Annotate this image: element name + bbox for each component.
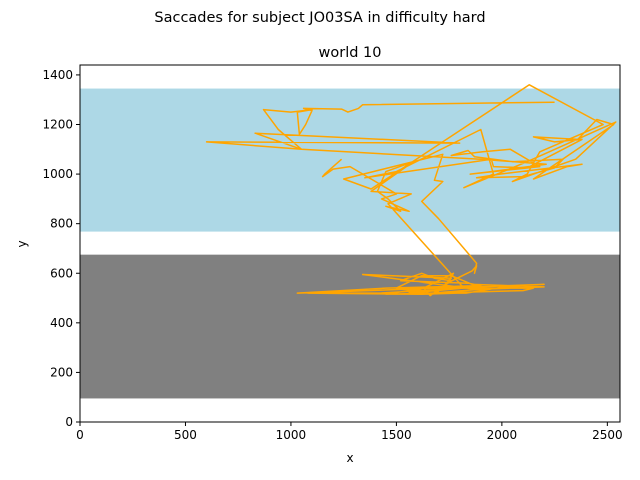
chart-title: world 10 — [319, 45, 382, 61]
region-bands — [80, 88, 620, 399]
x-axis-label: x — [346, 451, 353, 465]
saccade-path-0 — [205, 84, 617, 297]
y-tick-label: 200 — [50, 365, 73, 379]
axes-frame — [79, 64, 621, 423]
x-tick-label: 1500 — [381, 428, 412, 442]
x-axis-ticks: 0 500 1000 1500 2000 2500 — [76, 422, 623, 442]
y-tick-label: 600 — [50, 266, 73, 280]
x-tick-label: 0 — [76, 428, 84, 442]
y-tick-label: 800 — [50, 217, 73, 231]
x-tick-label: 1000 — [276, 428, 307, 442]
y-tick-label: 400 — [50, 316, 73, 330]
y-tick-label: 1000 — [42, 167, 73, 181]
y-axis-ticks: 0 200 400 600 800 1000 1200 1400 — [42, 68, 80, 429]
y-axis-label: y — [15, 240, 29, 247]
x-tick-label: 2500 — [592, 428, 623, 442]
x-tick-label: 500 — [174, 428, 197, 442]
chart-suptitle: Saccades for subject JO03SA in difficult… — [154, 10, 485, 26]
series-layer — [205, 84, 617, 297]
region-band-1 — [80, 254, 620, 399]
x-tick-label: 2000 — [487, 428, 518, 442]
y-tick-label: 1400 — [42, 68, 73, 82]
y-tick-label: 0 — [65, 415, 73, 429]
y-tick-label: 1200 — [42, 118, 73, 132]
